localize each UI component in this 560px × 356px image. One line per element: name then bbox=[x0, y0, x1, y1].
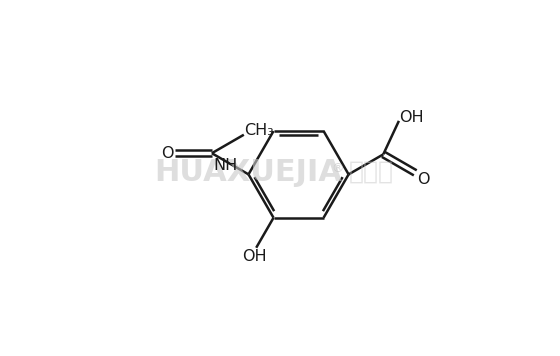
Text: CH₃: CH₃ bbox=[244, 122, 274, 138]
Text: O: O bbox=[417, 172, 429, 187]
Text: OH: OH bbox=[242, 250, 267, 265]
Text: 化学加: 化学加 bbox=[349, 160, 394, 184]
Text: ®: ® bbox=[331, 162, 343, 176]
Text: O: O bbox=[161, 146, 174, 161]
Text: NH: NH bbox=[213, 158, 237, 173]
Text: HUAXUEJIA: HUAXUEJIA bbox=[155, 158, 343, 187]
Text: OH: OH bbox=[399, 110, 423, 125]
